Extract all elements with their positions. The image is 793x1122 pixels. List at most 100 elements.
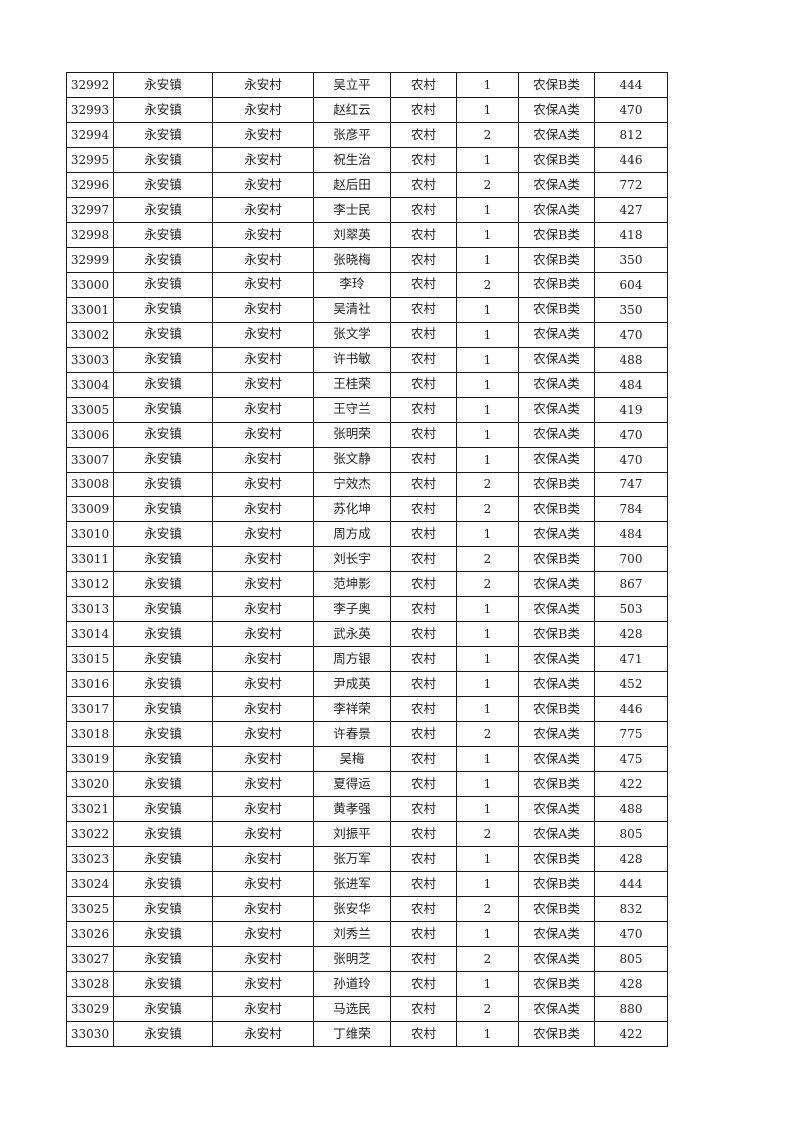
cell-amount: 832 bbox=[594, 895, 668, 922]
table-row: 33029 永安镇 永安村 马选民 农村 2 农保A类 880 bbox=[66, 995, 668, 1022]
cell-town: 永安镇 bbox=[113, 171, 213, 198]
table-row: 33022 永安镇 永安村 刘振平 农村 2 农保A类 805 bbox=[66, 821, 668, 848]
cell-insurance-category: 农保A类 bbox=[518, 321, 595, 348]
cell-insurance-category: 农保B类 bbox=[518, 496, 595, 523]
cell-amount: 350 bbox=[594, 296, 668, 323]
cell-name: 夏得运 bbox=[313, 771, 391, 798]
cell-person-count: 2 bbox=[456, 571, 519, 598]
table-row: 33020 永安镇 永安村 夏得运 农村 1 农保B类 422 bbox=[66, 771, 668, 798]
cell-record-id: 33022 bbox=[66, 821, 114, 848]
cell-person-count: 1 bbox=[456, 796, 519, 823]
cell-amount: 452 bbox=[594, 671, 668, 698]
cell-insurance-category: 农保B类 bbox=[518, 271, 595, 298]
cell-person-count: 2 bbox=[456, 945, 519, 972]
cell-name: 王守兰 bbox=[313, 396, 391, 423]
cell-insurance-category: 农保B类 bbox=[518, 72, 595, 98]
table-row: 32995 永安镇 永安村 祝生治 农村 1 农保B类 446 bbox=[66, 146, 668, 173]
cell-name: 丁维荣 bbox=[313, 1020, 391, 1047]
cell-village: 永安村 bbox=[212, 571, 314, 598]
cell-town: 永安镇 bbox=[113, 696, 213, 723]
cell-record-id: 33025 bbox=[66, 895, 114, 922]
cell-person-count: 1 bbox=[456, 646, 519, 673]
cell-household-type: 农村 bbox=[390, 396, 457, 423]
cell-record-id: 33011 bbox=[66, 546, 114, 573]
table-row: 32999 永安镇 永安村 张晓梅 农村 1 农保B类 350 bbox=[66, 246, 668, 273]
cell-insurance-category: 农保A类 bbox=[518, 196, 595, 223]
cell-insurance-category: 农保A类 bbox=[518, 920, 595, 947]
cell-village: 永安村 bbox=[212, 346, 314, 373]
cell-amount: 428 bbox=[594, 621, 668, 648]
cell-name: 周方成 bbox=[313, 521, 391, 548]
records-table: 32992 永安镇 永安村 吴立平 农村 1 农保B类 444 32993 永安镇 永安村 赵红云 农村… bbox=[66, 72, 668, 1047]
cell-village: 永安村 bbox=[212, 72, 314, 98]
table-row: 33000 永安镇 永安村 李玲 农村 2 农保B类 604 bbox=[66, 271, 668, 298]
cell-village: 永安村 bbox=[212, 121, 314, 148]
cell-name: 李祥荣 bbox=[313, 696, 391, 723]
cell-person-count: 2 bbox=[456, 546, 519, 573]
cell-town: 永安镇 bbox=[113, 471, 213, 498]
table-row: 33007 永安镇 永安村 张文静 农村 1 农保A类 470 bbox=[66, 446, 668, 473]
cell-record-id: 32996 bbox=[66, 171, 114, 198]
cell-insurance-category: 农保B类 bbox=[518, 471, 595, 498]
cell-insurance-category: 农保A类 bbox=[518, 96, 595, 123]
cell-household-type: 农村 bbox=[390, 171, 457, 198]
cell-insurance-category: 农保A类 bbox=[518, 821, 595, 848]
cell-village: 永安村 bbox=[212, 221, 314, 248]
cell-record-id: 33021 bbox=[66, 796, 114, 823]
cell-name: 张晓梅 bbox=[313, 246, 391, 273]
cell-record-id: 32998 bbox=[66, 221, 114, 248]
cell-record-id: 33006 bbox=[66, 421, 114, 448]
cell-record-id: 33013 bbox=[66, 596, 114, 623]
cell-name: 张文静 bbox=[313, 446, 391, 473]
cell-insurance-category: 农保A类 bbox=[518, 995, 595, 1022]
cell-record-id: 32993 bbox=[66, 96, 114, 123]
cell-name: 刘秀兰 bbox=[313, 920, 391, 947]
cell-amount: 805 bbox=[594, 821, 668, 848]
cell-insurance-category: 农保A类 bbox=[518, 945, 595, 972]
cell-name: 张文学 bbox=[313, 321, 391, 348]
cell-town: 永安镇 bbox=[113, 421, 213, 448]
cell-town: 永安镇 bbox=[113, 221, 213, 248]
cell-name: 宁效杰 bbox=[313, 471, 391, 498]
cell-name: 黄孝强 bbox=[313, 796, 391, 823]
cell-name: 李士民 bbox=[313, 196, 391, 223]
cell-record-id: 33030 bbox=[66, 1020, 114, 1047]
cell-village: 永安村 bbox=[212, 146, 314, 173]
table-row: 33016 永安镇 永安村 尹成英 农村 1 农保A类 452 bbox=[66, 671, 668, 698]
cell-insurance-category: 农保B类 bbox=[518, 871, 595, 897]
cell-insurance-category: 农保A类 bbox=[518, 796, 595, 823]
cell-record-id: 33023 bbox=[66, 846, 114, 872]
cell-village: 永安村 bbox=[212, 871, 314, 897]
cell-insurance-category: 农保B类 bbox=[518, 970, 595, 997]
cell-town: 永安镇 bbox=[113, 196, 213, 223]
cell-insurance-category: 农保A类 bbox=[518, 171, 595, 198]
cell-village: 永安村 bbox=[212, 796, 314, 823]
table-row: 33008 永安镇 永安村 宁效杰 农村 2 农保B类 747 bbox=[66, 471, 668, 498]
table-row: 33003 永安镇 永安村 许书敏 农村 1 农保A类 488 bbox=[66, 346, 668, 373]
cell-record-id: 33012 bbox=[66, 571, 114, 598]
table-row: 33006 永安镇 永安村 张明荣 农村 1 农保A类 470 bbox=[66, 421, 668, 448]
cell-household-type: 农村 bbox=[390, 471, 457, 498]
table-row: 33021 永安镇 永安村 黄孝强 农村 1 农保A类 488 bbox=[66, 796, 668, 823]
cell-record-id: 33007 bbox=[66, 446, 114, 473]
table-row: 32992 永安镇 永安村 吴立平 农村 1 农保B类 444 bbox=[66, 72, 668, 98]
cell-person-count: 1 bbox=[456, 871, 519, 897]
cell-town: 永安镇 bbox=[113, 72, 213, 98]
table-row: 32996 永安镇 永安村 赵后田 农村 2 农保A类 772 bbox=[66, 171, 668, 198]
table-row: 33001 永安镇 永安村 吴清社 农村 1 农保B类 350 bbox=[66, 296, 668, 323]
table-row: 33002 永安镇 永安村 张文学 农村 1 农保A类 470 bbox=[66, 321, 668, 348]
cell-household-type: 农村 bbox=[390, 96, 457, 123]
cell-amount: 700 bbox=[594, 546, 668, 573]
cell-town: 永安镇 bbox=[113, 895, 213, 922]
cell-insurance-category: 农保A类 bbox=[518, 521, 595, 548]
cell-town: 永安镇 bbox=[113, 571, 213, 598]
cell-person-count: 2 bbox=[456, 895, 519, 922]
cell-person-count: 1 bbox=[456, 970, 519, 997]
table-row: 33030 永安镇 永安村 丁维荣 农村 1 农保B类 422 bbox=[66, 1020, 668, 1047]
cell-person-count: 2 bbox=[456, 721, 519, 748]
cell-household-type: 农村 bbox=[390, 546, 457, 573]
cell-household-type: 农村 bbox=[390, 796, 457, 823]
cell-amount: 747 bbox=[594, 471, 668, 498]
cell-person-count: 2 bbox=[456, 821, 519, 848]
cell-town: 永安镇 bbox=[113, 621, 213, 648]
